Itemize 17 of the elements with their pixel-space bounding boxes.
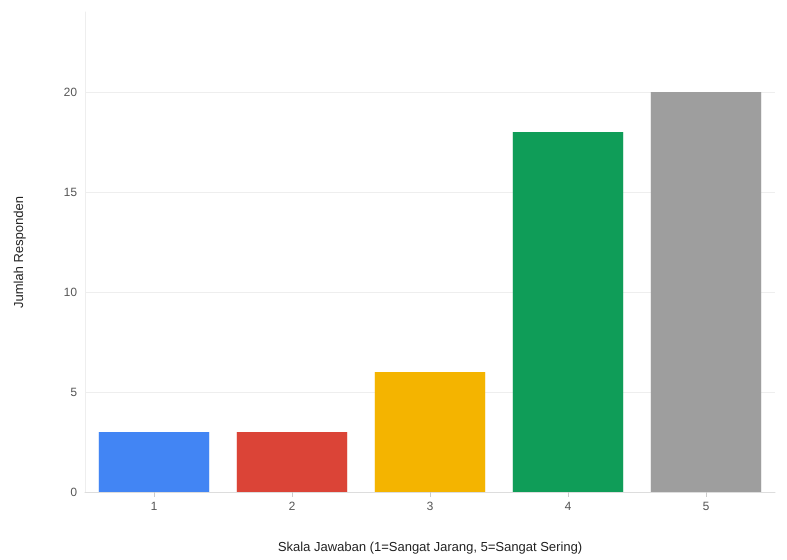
bar	[512, 132, 624, 492]
bar	[236, 432, 348, 492]
bar	[374, 372, 486, 492]
y-tick-label: 15	[64, 185, 78, 199]
x-tick-label: 3	[426, 499, 434, 513]
y-tick-label: 5	[70, 385, 78, 399]
x-axis-title: Skala Jawaban (1=Sangat Jarang, 5=Sangat Sering)	[278, 539, 582, 554]
x-tick-label: 2	[288, 499, 296, 513]
y-tick-label: 20	[64, 85, 78, 99]
y-tick-label: 10	[64, 285, 78, 299]
x-tick-label: 4	[564, 499, 572, 513]
bar	[650, 92, 762, 492]
x-tick-label: 1	[150, 499, 158, 513]
y-tick-label: 0	[70, 485, 78, 499]
x-tick-label: 5	[702, 499, 710, 513]
y-axis-title: Jumlah Responden	[11, 196, 26, 308]
bar	[98, 432, 210, 492]
